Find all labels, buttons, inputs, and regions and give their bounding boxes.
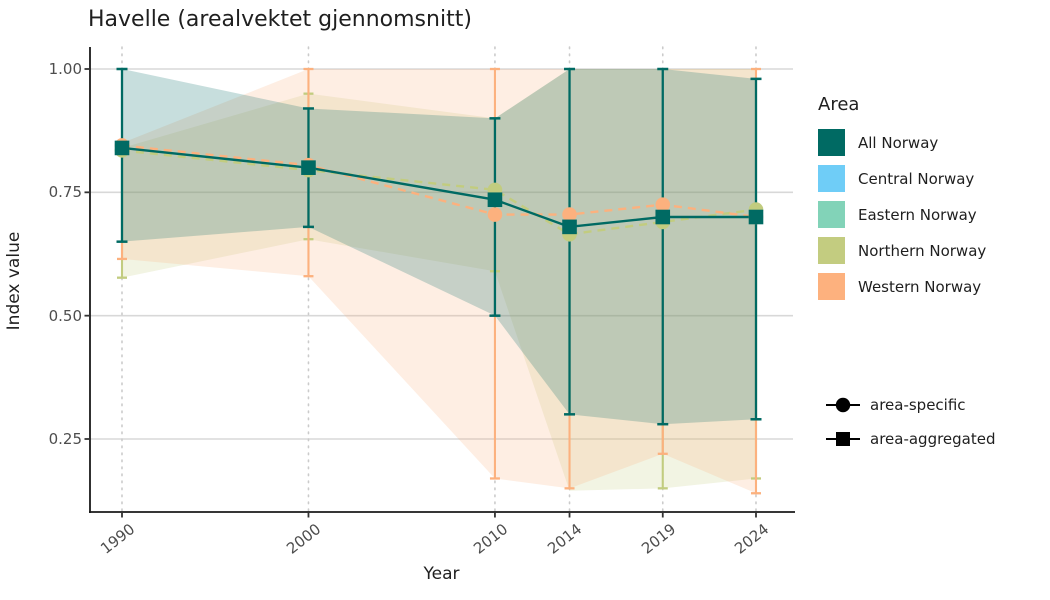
- legend-label-area-aggregated: area-aggregated: [870, 430, 996, 448]
- point-square: [114, 140, 130, 156]
- legend-item-all-norway: All Norway: [818, 129, 986, 156]
- color-swatch-eastern-norway: [818, 201, 845, 228]
- chart-title: Havelle (arealvektet gjennomsnitt): [88, 7, 472, 32]
- legend-item-western-norway: Western Norway: [818, 273, 986, 300]
- line-western-norway: [121, 144, 757, 219]
- area-specific-key-icon: [826, 397, 860, 413]
- y-tick-label: 1.00: [48, 60, 82, 78]
- legend-label-northern-norway: Northern Norway: [858, 241, 987, 260]
- legend-label-central-norway: Central Norway: [858, 169, 975, 188]
- legend-area: Area All Norway Central Norway Eastern N…: [818, 94, 986, 309]
- point-square: [487, 192, 503, 208]
- legend-label-area-specific: area-specific: [870, 396, 966, 414]
- legend-shapes: area-specific area-aggregated: [826, 394, 996, 462]
- point-square: [655, 209, 671, 225]
- y-tick-label: 0.25: [48, 429, 82, 448]
- ribbon-western-norway: [122, 69, 756, 494]
- y-tick-label: 0.50: [48, 306, 82, 325]
- y-tick-label: 0.75: [48, 183, 82, 202]
- point-square: [562, 219, 577, 235]
- color-swatch-northern-norway: [818, 237, 845, 264]
- legend-item-central-norway: Central Norway: [818, 165, 986, 192]
- legend-label-all-norway: All Norway: [858, 133, 939, 152]
- color-swatch-central-norway: [818, 165, 845, 192]
- color-swatch-western-norway: [818, 273, 845, 300]
- line-all-norway: [121, 146, 756, 229]
- area-aggregated-key-icon: [826, 432, 860, 446]
- ribbon-northern-norway: [122, 69, 756, 491]
- legend-item-area-specific: area-specific: [826, 394, 996, 416]
- legend-item-northern-norway: Northern Norway: [818, 237, 986, 264]
- legend-item-area-aggregated: area-aggregated: [826, 428, 996, 450]
- legend-title: Area: [818, 94, 860, 115]
- point-circle: [487, 207, 503, 222]
- point-circle: [562, 207, 577, 222]
- ribbon-all-norway: [122, 69, 756, 425]
- legend-label-western-norway: Western Norway: [858, 277, 982, 296]
- point-square: [748, 209, 764, 225]
- point-square: [301, 160, 316, 175]
- color-swatch-all-norway: [818, 129, 845, 156]
- point-circle: [655, 197, 671, 212]
- legend-item-eastern-norway: Eastern Norway: [818, 201, 986, 228]
- x-axis-title: Year: [423, 564, 460, 584]
- legend-label-eastern-norway: Eastern Norway: [858, 205, 977, 224]
- line-northern-norway: [121, 149, 757, 236]
